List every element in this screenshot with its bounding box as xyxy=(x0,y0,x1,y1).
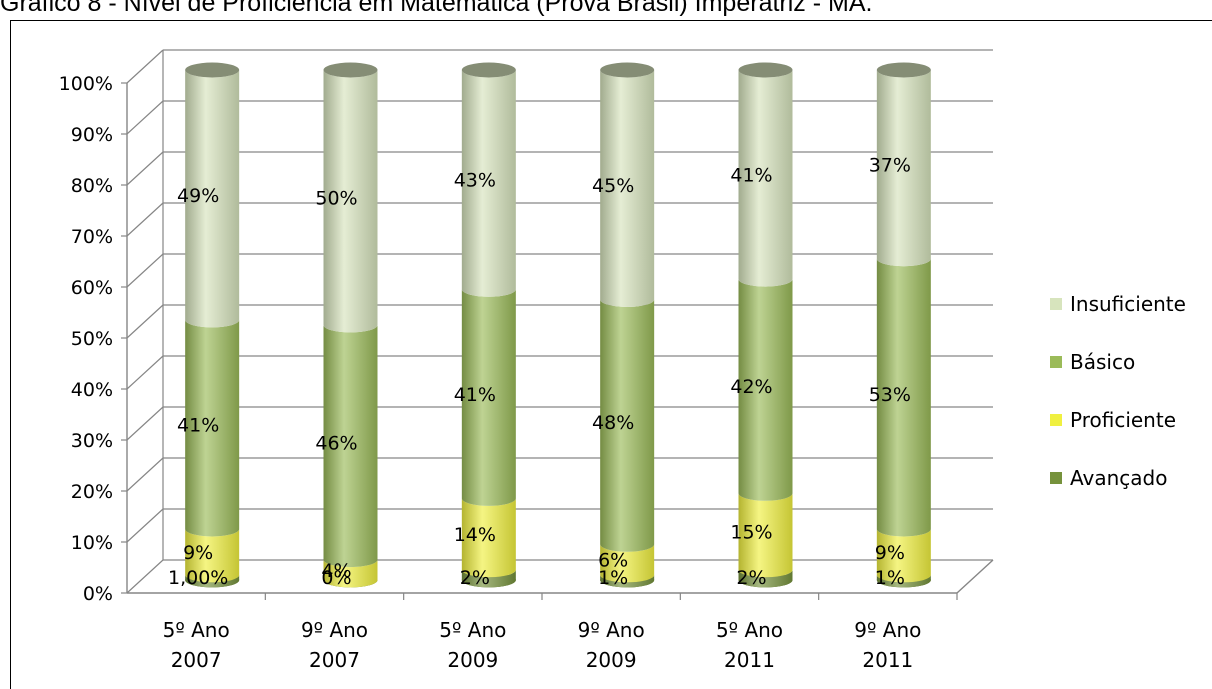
data-label: 53% xyxy=(869,384,911,406)
cylinder-top xyxy=(323,62,378,78)
bar-segment-proficiente xyxy=(876,529,931,583)
chart-frame xyxy=(10,20,1212,689)
bar-segment-avançado xyxy=(738,569,793,588)
data-label: 1,00% xyxy=(168,567,228,589)
cylinder-top xyxy=(876,62,931,78)
bar-segment-insuficiente xyxy=(323,70,378,333)
y-tick-label: 10% xyxy=(71,532,113,554)
x-tick-label: 2011 xyxy=(724,648,775,672)
y-tick-label: 0% xyxy=(83,583,113,605)
figure-caption: Gráfico 8 - Nível de Proficiência em Mat… xyxy=(0,0,873,17)
bar-segment-básico xyxy=(738,279,793,501)
gridline-depth xyxy=(126,355,164,390)
data-label: 15% xyxy=(730,522,772,544)
gridline-depth xyxy=(126,508,164,543)
x-tick-label: 9º Ano xyxy=(854,618,921,642)
y-tick-label: 90% xyxy=(71,124,113,146)
bar-segment-básico xyxy=(876,258,931,537)
gridline-depth xyxy=(126,559,164,594)
data-label: 43% xyxy=(454,170,496,192)
data-label: 37% xyxy=(869,154,911,176)
data-label: 1% xyxy=(875,567,905,589)
bar-segment-básico xyxy=(600,299,655,552)
y-tick-label: 80% xyxy=(71,175,113,197)
bar-segment-básico xyxy=(185,319,240,537)
y-tick-label: 60% xyxy=(71,277,113,299)
gridline-depth xyxy=(126,304,164,339)
bar-segment-proficiente xyxy=(323,559,378,588)
bar-segment-proficiente xyxy=(461,498,516,578)
gridline-depth xyxy=(126,253,164,288)
legend-label: Avançado xyxy=(1070,466,1167,490)
bar-segment-básico xyxy=(323,325,378,568)
data-label: 9% xyxy=(183,542,213,564)
x-tick-label: 2007 xyxy=(309,648,360,672)
data-label: 42% xyxy=(730,376,772,398)
bar-segment-avançado xyxy=(185,574,240,588)
legend-swatch xyxy=(1050,298,1062,310)
gridline-depth xyxy=(126,457,164,492)
floor-edge xyxy=(956,559,994,594)
y-tick-label: 100% xyxy=(59,73,113,95)
bar-segment-insuficiente xyxy=(185,70,240,328)
x-tick-label: 2009 xyxy=(586,648,637,672)
legend-label: Básico xyxy=(1070,350,1135,374)
y-tick-label: 30% xyxy=(71,430,113,452)
data-label: 14% xyxy=(454,524,496,546)
y-tick-label: 50% xyxy=(71,328,113,350)
legend-swatch xyxy=(1050,472,1062,484)
data-label: 4% xyxy=(321,560,351,582)
x-tick-label: 2011 xyxy=(862,648,913,672)
legend-label: Insuficiente xyxy=(1070,292,1186,316)
cylinder-top xyxy=(185,62,240,78)
legend-swatch xyxy=(1050,356,1062,368)
gridline-depth xyxy=(126,406,164,441)
data-label: 9% xyxy=(875,542,905,564)
x-tick-label: 5º Ano xyxy=(716,618,783,642)
legend-swatch xyxy=(1050,414,1062,426)
x-tick-label: 5º Ano xyxy=(163,618,230,642)
cylinder-top xyxy=(600,62,655,78)
data-label: 48% xyxy=(592,412,634,434)
cylinder-top xyxy=(461,62,516,78)
x-tick-label: 2009 xyxy=(447,648,498,672)
data-label: 50% xyxy=(315,188,357,210)
data-label: 2% xyxy=(736,567,766,589)
y-tick-label: 70% xyxy=(71,226,113,248)
data-label: 1% xyxy=(598,567,628,589)
bar-segment-avançado xyxy=(600,574,655,588)
data-label: 46% xyxy=(315,432,357,454)
bar-segment-insuficiente xyxy=(876,70,931,267)
bar-segment-proficiente xyxy=(738,493,793,578)
gridline-depth xyxy=(126,100,164,135)
cylinder-top xyxy=(738,62,793,78)
bar-segment-básico xyxy=(461,289,516,506)
x-tick-label: 9º Ano xyxy=(578,618,645,642)
gridline-depth xyxy=(126,49,164,84)
x-tick-label: 5º Ano xyxy=(439,618,506,642)
data-label: 41% xyxy=(454,384,496,406)
bar-segment-avançado xyxy=(876,574,931,588)
bar-segment-insuficiente xyxy=(600,70,655,307)
data-label: 45% xyxy=(592,175,634,197)
x-tick-label: 2007 xyxy=(171,648,222,672)
gridline-depth xyxy=(126,202,164,237)
y-tick-label: 20% xyxy=(71,481,113,503)
data-label: 0% xyxy=(321,567,351,589)
bar-segment-insuficiente xyxy=(738,70,793,287)
bar-segment-avançado xyxy=(461,569,516,588)
bar-segment-proficiente xyxy=(600,544,655,583)
bar-segment-insuficiente xyxy=(461,70,516,297)
data-label: 41% xyxy=(177,414,219,436)
gridline-depth xyxy=(126,151,164,186)
data-label: 6% xyxy=(598,550,628,572)
bar-segment-proficiente xyxy=(185,529,240,583)
x-tick-label: 9º Ano xyxy=(301,618,368,642)
data-label: 49% xyxy=(177,185,219,207)
legend-label: Proficiente xyxy=(1070,408,1176,432)
data-label: 41% xyxy=(730,165,772,187)
y-tick-label: 40% xyxy=(71,379,113,401)
data-label: 2% xyxy=(460,567,490,589)
